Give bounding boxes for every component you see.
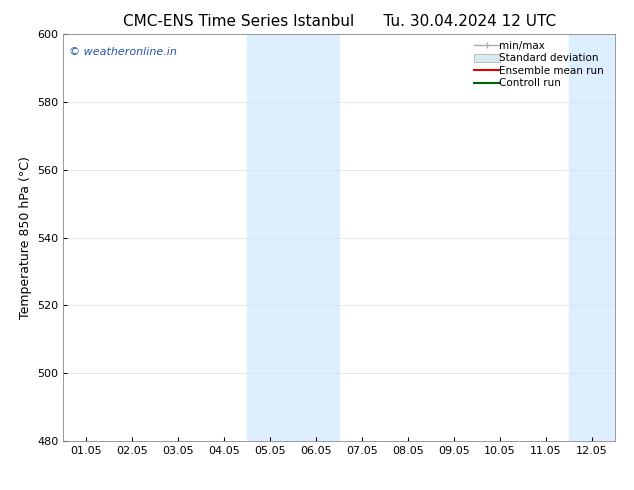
Bar xyxy=(569,34,634,441)
Y-axis label: Temperature 850 hPa (°C): Temperature 850 hPa (°C) xyxy=(19,156,32,319)
Text: © weatheronline.in: © weatheronline.in xyxy=(69,47,177,56)
Bar xyxy=(247,34,339,441)
Legend: min/max, Standard deviation, Ensemble mean run, Controll run: min/max, Standard deviation, Ensemble me… xyxy=(470,37,612,92)
Title: CMC-ENS Time Series Istanbul      Tu. 30.04.2024 12 UTC: CMC-ENS Time Series Istanbul Tu. 30.04.2… xyxy=(122,14,556,29)
